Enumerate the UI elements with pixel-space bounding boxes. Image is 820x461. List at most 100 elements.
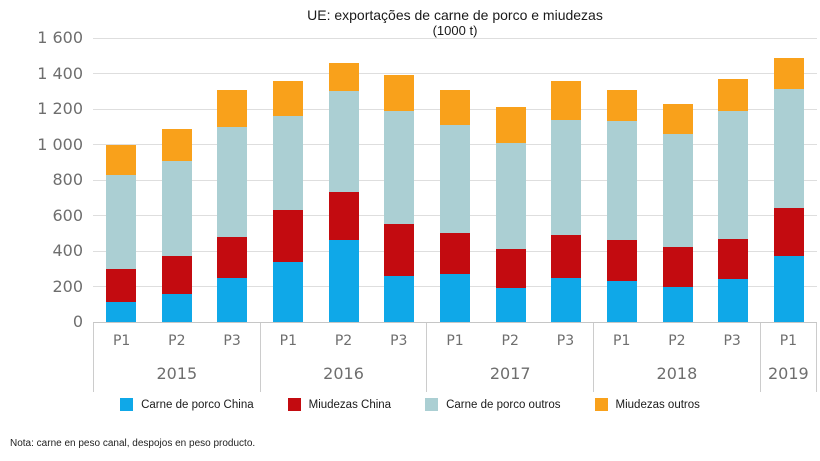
bar-segment-miudezas-china bbox=[440, 233, 470, 275]
bar-slot-P1-2019 bbox=[761, 38, 817, 322]
period-label-P2-2015: P2 bbox=[168, 333, 186, 349]
bar-segment-miudezas-outros bbox=[328, 62, 359, 92]
period-label-P3-2017: P3 bbox=[556, 333, 575, 349]
bar-segment-carne-de-porco-outros bbox=[551, 119, 582, 236]
bar-segment-carne-de-porco-outros bbox=[495, 142, 526, 250]
bar-segment-carne-de-porco-outros bbox=[105, 174, 136, 269]
bar-group-2016 bbox=[260, 38, 427, 322]
x-group-2016: P1 P2 P3 2016 bbox=[261, 323, 428, 392]
bar-segment-miudezas-outros bbox=[440, 89, 470, 125]
legend-item-carne-de-porco-outros: Carne de porco outros bbox=[425, 398, 561, 411]
bar-segment-carne-de-porco-china bbox=[607, 281, 638, 322]
x-group-2015: P1 P2 P3 2015 bbox=[93, 323, 261, 392]
bar-group-2017 bbox=[427, 38, 594, 322]
bar-segment-carne-de-porco-outros bbox=[607, 121, 638, 241]
bar-slot-P3-2015 bbox=[204, 38, 260, 322]
y-axis-label-800: 800 bbox=[52, 170, 83, 189]
y-axis-label-0: 0 bbox=[72, 312, 83, 331]
bar-segment-miudezas-outros bbox=[662, 103, 693, 134]
bar-group-2019 bbox=[761, 38, 817, 322]
stacked-bar-P1-2018 bbox=[607, 89, 638, 322]
legend-label: Carne de porco China bbox=[141, 398, 254, 411]
bar-slot-P2-2016 bbox=[316, 38, 372, 322]
bar-segment-miudezas-china bbox=[495, 249, 526, 289]
period-label-P3-2016: P3 bbox=[390, 333, 408, 349]
bar-segment-miudezas-outros bbox=[272, 80, 303, 117]
y-axis-label-400: 400 bbox=[52, 241, 83, 260]
bar-segment-miudezas-china bbox=[551, 235, 582, 278]
bar-segment-carne-de-porco-china bbox=[161, 293, 192, 322]
y-axis-label-1400: 1 400 bbox=[37, 63, 83, 83]
period-label-P2-2017: P2 bbox=[501, 333, 519, 349]
bar-slot-P2-2018 bbox=[650, 38, 706, 322]
x-group-2019: P1 2019 bbox=[761, 323, 817, 392]
bar-segment-carne-de-porco-outros bbox=[384, 110, 415, 225]
bar-segment-carne-de-porco-outros bbox=[217, 126, 248, 237]
bar-segment-miudezas-china bbox=[272, 210, 303, 262]
bar-segment-miudezas-china bbox=[161, 256, 192, 294]
year-label-2018: 2018 bbox=[656, 364, 698, 384]
footnote: Nota: carne en peso canal, despojos en p… bbox=[10, 438, 256, 449]
bar-segment-miudezas-outros bbox=[551, 80, 582, 120]
legend-swatch-icon bbox=[594, 398, 608, 411]
period-label-P1-2019: P1 bbox=[779, 333, 798, 349]
bar-segment-carne-de-porco-china bbox=[217, 277, 248, 322]
bar-slot-P1-2017 bbox=[427, 38, 483, 322]
period-row-2017: P1 P2 P3 bbox=[427, 323, 593, 358]
bar-segment-miudezas-china bbox=[662, 247, 693, 287]
bar-segment-carne-de-porco-china bbox=[662, 286, 693, 322]
bar-segment-carne-de-porco-china bbox=[272, 261, 303, 322]
bar-segment-miudezas-china bbox=[105, 268, 136, 303]
bar-slot-P2-2015 bbox=[149, 38, 205, 322]
period-row-2019: P1 bbox=[761, 323, 816, 358]
bar-segment-carne-de-porco-china bbox=[718, 279, 749, 322]
x-axis: P1 P2 P3 2015 P1 P2 P3 2016 P1 P2 P3 2017 P1 P2 P3 2018… bbox=[93, 322, 817, 392]
bar-slot-P3-2017 bbox=[539, 38, 595, 322]
legend-label: Carne de porco outros bbox=[446, 398, 561, 411]
bar-segment-carne-de-porco-outros bbox=[718, 110, 749, 239]
bar-segment-miudezas-outros bbox=[607, 89, 638, 122]
legend-label: Miudezas China bbox=[308, 398, 392, 411]
bar-segment-carne-de-porco-outros bbox=[161, 160, 192, 257]
stacked-bar-P3-2017 bbox=[551, 80, 582, 322]
bar-slot-P2-2017 bbox=[483, 38, 539, 322]
year-label-2015: 2015 bbox=[156, 364, 198, 384]
period-label-P2-2016: P2 bbox=[334, 333, 353, 349]
plot-area: 1 600 1 400 1 200 1 000 800 600 400 200 0 bbox=[37, 30, 817, 330]
bar-segment-miudezas-outros bbox=[161, 128, 192, 161]
period-row-2016: P1 P2 P3 bbox=[261, 323, 427, 358]
bar-slot-P1-2015 bbox=[93, 38, 149, 322]
legend: Carne de porco China Miudezas China Carne … bbox=[0, 398, 820, 411]
bar-segment-miudezas-china bbox=[607, 240, 638, 282]
chart-subtitle: (1000 t) bbox=[432, 23, 478, 38]
bar-slot-P1-2016 bbox=[260, 38, 316, 322]
bars-layer bbox=[93, 38, 817, 322]
bar-group-2015 bbox=[93, 38, 260, 322]
bar-segment-miudezas-outros bbox=[718, 78, 749, 111]
stacked-bar-P2-2016 bbox=[328, 62, 359, 322]
bar-segment-carne-de-porco-china bbox=[440, 274, 470, 322]
bar-segment-carne-de-porco-china bbox=[105, 302, 136, 322]
bar-segment-carne-de-porco-china bbox=[551, 277, 582, 322]
x-group-2017: P1 P2 P3 2017 bbox=[427, 323, 595, 392]
legend-swatch-icon bbox=[425, 398, 439, 411]
legend-label: Miudezas outros bbox=[615, 398, 700, 411]
period-row-2015: P1 P2 P3 bbox=[94, 323, 260, 358]
bar-slot-P3-2016 bbox=[371, 38, 427, 322]
period-label-P3-2018: P3 bbox=[723, 333, 741, 349]
bar-segment-miudezas-outros bbox=[217, 89, 248, 127]
y-axis-label-200: 200 bbox=[52, 276, 83, 296]
stacked-bar-P1-2019 bbox=[774, 57, 805, 322]
bar-segment-miudezas-outros bbox=[105, 144, 136, 175]
stacked-bar-P2-2018 bbox=[662, 103, 693, 322]
stacked-bar-P1-2015 bbox=[105, 144, 136, 322]
period-row-2018: P1 P2 P3 bbox=[594, 323, 760, 358]
stacked-bar-P2-2015 bbox=[161, 128, 192, 322]
bar-segment-carne-de-porco-outros bbox=[440, 125, 470, 234]
year-label-2016: 2016 bbox=[323, 364, 364, 384]
stacked-bar-P1-2016 bbox=[272, 80, 303, 322]
y-axis-label-1000: 1 000 bbox=[37, 134, 83, 154]
bar-segment-miudezas-china bbox=[384, 224, 415, 276]
stacked-bar-P3-2018 bbox=[718, 78, 749, 322]
period-label-P1-2017: P1 bbox=[446, 333, 464, 349]
